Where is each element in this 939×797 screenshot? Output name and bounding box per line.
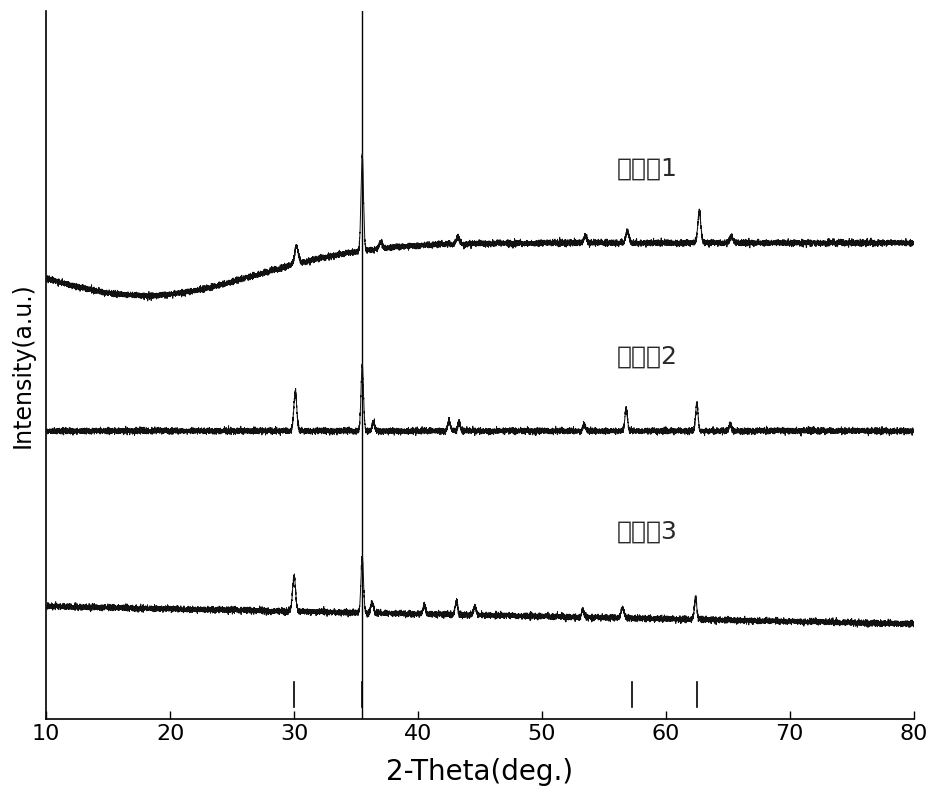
Y-axis label: Intensity(a.u.): Intensity(a.u.): [11, 282, 35, 448]
X-axis label: 2-Theta(deg.): 2-Theta(deg.): [387, 758, 574, 786]
Text: 对比例1: 对比例1: [616, 156, 677, 180]
Text: 对比例2: 对比例2: [616, 344, 677, 368]
Text: 对比例3: 对比例3: [616, 520, 677, 544]
